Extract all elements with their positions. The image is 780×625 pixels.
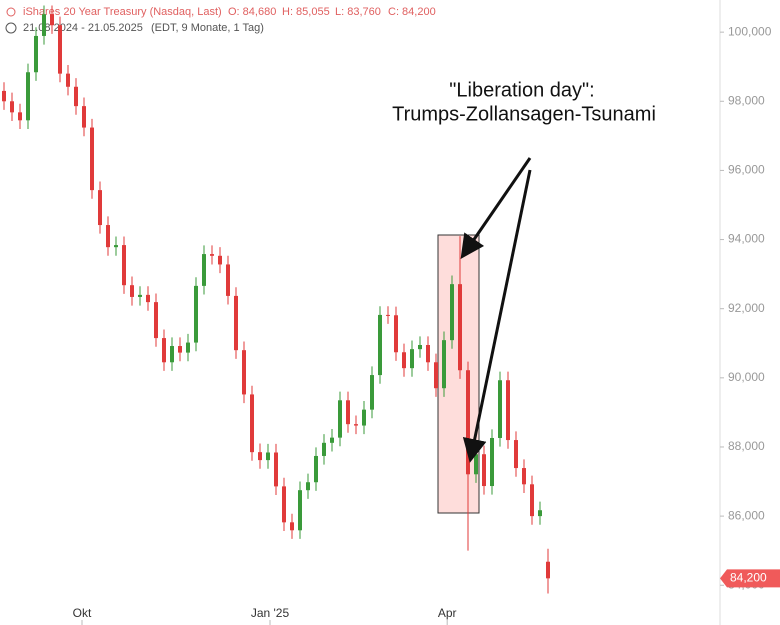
candle-body bbox=[42, 14, 46, 36]
candle-body bbox=[98, 190, 102, 226]
candle-body bbox=[434, 362, 438, 389]
candle-body bbox=[514, 440, 518, 469]
arrow bbox=[462, 169, 532, 463]
date-range: 21.08.2024 - 21.05.2025 bbox=[23, 22, 143, 34]
candle-body bbox=[138, 294, 142, 297]
candle-body bbox=[218, 255, 222, 265]
icon bbox=[6, 7, 16, 17]
y-tick-label: 86,000 bbox=[728, 508, 765, 522]
candle-body bbox=[330, 437, 334, 443]
candle-body bbox=[66, 73, 70, 87]
candle-body bbox=[474, 454, 478, 475]
candle-body bbox=[418, 344, 422, 350]
close-text: C: 84,200 bbox=[388, 6, 436, 18]
candle-body bbox=[114, 245, 118, 248]
candle-body bbox=[162, 338, 166, 363]
candle-body bbox=[346, 400, 350, 425]
candle-body bbox=[314, 455, 318, 483]
candle-body bbox=[290, 522, 294, 531]
candle-body bbox=[322, 442, 326, 456]
y-tick-label: 90,000 bbox=[728, 370, 765, 384]
x-tick-label: Okt bbox=[73, 606, 92, 620]
instrument-title: iShares 20 Year Treasury (Nasdaq, Last) bbox=[23, 6, 222, 18]
candle-body bbox=[370, 375, 374, 410]
annotation: Trumps-Zollansagen-Tsunami bbox=[392, 103, 656, 125]
candle-body bbox=[106, 225, 110, 248]
candle-body bbox=[354, 424, 358, 426]
candle-body bbox=[2, 90, 6, 102]
candle-body bbox=[82, 106, 86, 128]
candle-body bbox=[274, 452, 278, 487]
candle-body bbox=[450, 284, 454, 341]
candle-body bbox=[386, 314, 390, 316]
candle-body bbox=[122, 245, 126, 286]
candle-body bbox=[522, 468, 526, 485]
clock-icon bbox=[5, 22, 17, 34]
candle-body bbox=[234, 295, 238, 351]
candle-body bbox=[362, 409, 366, 426]
candle-body bbox=[442, 340, 446, 389]
price-tag-label: 84,200 bbox=[730, 571, 767, 585]
candle-body bbox=[482, 454, 486, 487]
candle-body bbox=[194, 285, 198, 343]
candle-body bbox=[34, 35, 38, 73]
price-tag bbox=[720, 569, 780, 588]
y-tick-label: 88,000 bbox=[728, 439, 765, 453]
candle-body bbox=[378, 314, 382, 376]
candle-body bbox=[146, 294, 150, 303]
candle-body bbox=[90, 127, 94, 191]
candle-body bbox=[282, 486, 286, 523]
candle-body bbox=[58, 25, 62, 74]
candle-body bbox=[170, 346, 174, 363]
candle-body bbox=[186, 342, 190, 353]
arrow bbox=[460, 157, 532, 259]
y-tick-label: 100,000 bbox=[728, 24, 772, 38]
candle-body bbox=[226, 264, 230, 296]
annotation: "Liberation day": bbox=[449, 79, 594, 101]
candle-body bbox=[250, 394, 254, 453]
candle-body bbox=[50, 14, 54, 26]
candle-body bbox=[538, 510, 542, 517]
candle-body bbox=[154, 302, 158, 339]
y-tick-label: 96,000 bbox=[728, 163, 765, 177]
candle-body bbox=[306, 482, 310, 491]
candle-body bbox=[410, 349, 414, 369]
candle-body bbox=[258, 452, 262, 461]
y-tick-label: 98,000 bbox=[728, 93, 765, 107]
candle-body bbox=[546, 561, 550, 579]
y-tick-label: 94,000 bbox=[728, 232, 765, 246]
candle-body bbox=[458, 284, 462, 371]
range-info: (EDT, 9 Monate, 1 Tag) bbox=[151, 22, 264, 34]
candle-body bbox=[26, 72, 30, 121]
x-tick-label: Jan '25 bbox=[251, 606, 290, 620]
candle-body bbox=[298, 490, 302, 531]
candle-body bbox=[490, 437, 494, 487]
candle-body bbox=[498, 380, 502, 438]
candle-body bbox=[266, 452, 270, 461]
candle-body bbox=[338, 400, 342, 438]
low-text: L: 83,760 bbox=[335, 6, 381, 18]
x-tick-label: Apr bbox=[438, 606, 457, 620]
candle-body bbox=[202, 254, 206, 286]
candle-body bbox=[130, 285, 134, 297]
candle-body bbox=[210, 254, 214, 256]
candle-body bbox=[10, 101, 14, 113]
candle-body bbox=[242, 350, 246, 395]
candle-body bbox=[466, 370, 470, 475]
candle-body bbox=[178, 346, 182, 353]
header: iShares 20 Year Treasury (Nasdaq, Last) … bbox=[5, 6, 436, 34]
high-text: H: 85,055 bbox=[282, 6, 330, 18]
candle-body bbox=[426, 344, 430, 363]
candle-body bbox=[530, 484, 534, 517]
candle-body bbox=[402, 352, 406, 369]
candle-body bbox=[18, 112, 22, 121]
y-tick-label: 92,000 bbox=[728, 301, 765, 315]
open-text: O: 84,680 bbox=[228, 6, 276, 18]
candle-body bbox=[394, 315, 398, 353]
candle-body bbox=[74, 86, 78, 107]
candle-body bbox=[506, 380, 510, 441]
